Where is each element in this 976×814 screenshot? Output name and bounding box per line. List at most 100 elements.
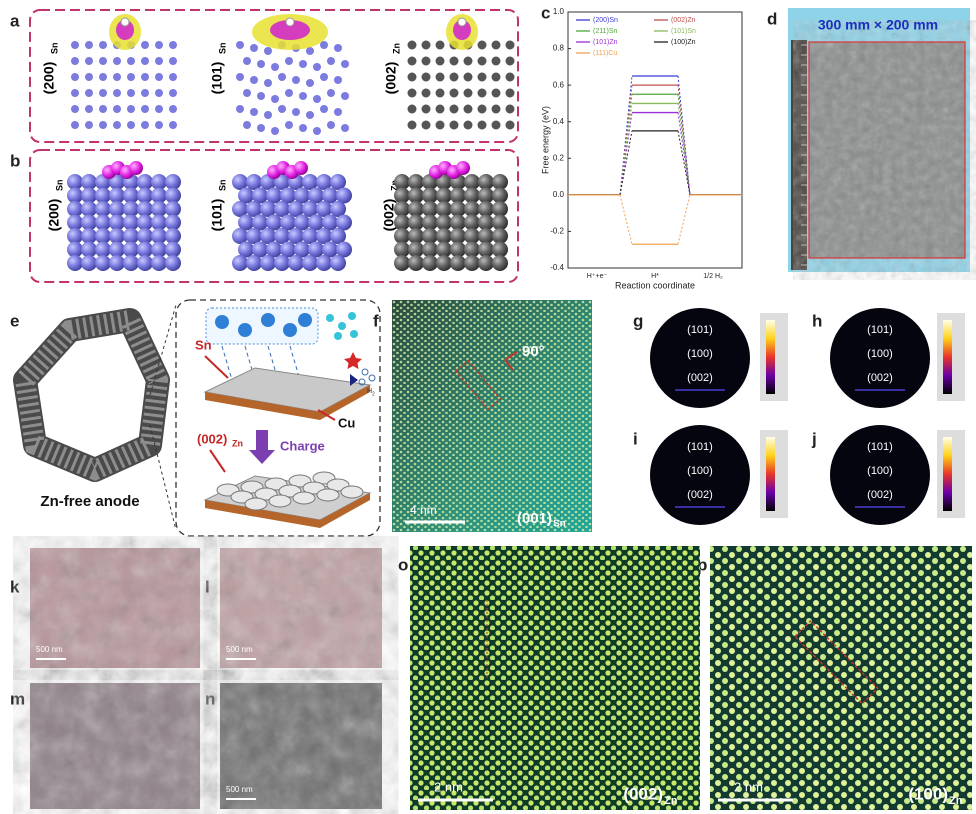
atom	[250, 44, 258, 52]
zn-plate-edge	[205, 493, 370, 528]
unit-cell	[454, 359, 502, 411]
atom	[169, 121, 177, 129]
facet-text: (002)	[381, 199, 397, 232]
y-tick-label: -0.4	[550, 263, 564, 272]
atom	[505, 120, 515, 130]
sheet-texture	[809, 42, 965, 258]
atom	[127, 121, 135, 129]
zn-platelet	[268, 494, 292, 508]
atom	[113, 121, 121, 129]
diffraction-pattern	[830, 425, 930, 525]
sphere-atom	[95, 214, 111, 231]
sphere-atom	[492, 187, 508, 204]
colorbar	[943, 437, 952, 511]
size-label: 300 mm × 200 mm	[818, 17, 938, 33]
sphere-atom	[165, 187, 181, 204]
atom	[292, 76, 300, 84]
connector	[619, 194, 633, 245]
sphere-atom	[81, 174, 97, 190]
sphere-atom	[436, 228, 452, 244]
atom	[113, 57, 121, 65]
atom	[257, 124, 265, 132]
scale-label: 2 nm	[734, 779, 763, 794]
cu-plate-edge	[205, 385, 370, 420]
sphere-atom	[95, 228, 111, 244]
atom	[491, 72, 501, 82]
atom	[85, 89, 93, 97]
atom	[334, 108, 342, 116]
sphere-atom	[330, 174, 346, 190]
atom	[327, 57, 335, 65]
atom	[421, 40, 431, 50]
atom	[463, 56, 473, 66]
sphere-atom	[408, 214, 424, 231]
sphere-atom	[408, 201, 424, 217]
sphere-atom	[422, 241, 438, 258]
sphere-atom	[322, 187, 338, 204]
angle-label: 90°	[522, 343, 545, 360]
sphere-atom	[464, 241, 480, 258]
atom	[85, 105, 93, 113]
sphere-atom	[394, 228, 410, 244]
sphere-atom	[422, 228, 438, 244]
facet-label: (001)	[517, 510, 552, 527]
sphere-atom	[274, 174, 290, 190]
sphere-atom	[280, 241, 296, 258]
sphere-atom	[288, 201, 304, 217]
panel-label: a	[10, 11, 20, 30]
panel-label: m	[10, 689, 25, 708]
sphere-atom	[394, 187, 410, 204]
colorbar	[766, 437, 775, 511]
atom	[313, 95, 321, 103]
sphere-atom	[492, 228, 508, 244]
connector	[677, 194, 691, 245]
legend-label: (111)Cu	[593, 50, 617, 57]
atom	[491, 88, 501, 98]
facet-label: (002)	[623, 784, 663, 803]
sphere-atom	[260, 255, 276, 271]
atom	[243, 57, 251, 65]
atom	[250, 76, 258, 84]
sphere-atom	[464, 174, 480, 190]
scale-label: 500 nm	[36, 645, 63, 654]
atom	[505, 88, 515, 98]
atom	[85, 73, 93, 81]
schematic-frame	[175, 299, 381, 537]
atom	[264, 47, 272, 55]
sphere-atom	[450, 228, 466, 244]
atom	[421, 104, 431, 114]
atom	[313, 127, 321, 135]
sphere-atom	[408, 228, 424, 244]
atom	[407, 40, 417, 50]
sphere-atom	[109, 174, 125, 190]
y-tick-label: 0.2	[553, 153, 565, 162]
sphere-atom	[394, 255, 410, 271]
sphere-atom	[109, 255, 125, 271]
plot-frame	[567, 11, 743, 269]
atom	[71, 73, 79, 81]
sn-label: Sn	[195, 337, 212, 352]
sphere-atom	[81, 201, 97, 217]
sphere-atom	[67, 187, 83, 204]
atom	[449, 88, 459, 98]
sphere-atom	[436, 241, 452, 258]
peak-label: (100)	[867, 348, 893, 360]
sphere-atom	[294, 187, 310, 204]
scale-label: 4 nm	[410, 503, 437, 517]
sphere-atom	[322, 214, 338, 231]
sphere-atom	[302, 174, 318, 190]
sphere-atom	[436, 255, 452, 271]
sphere-atom	[232, 228, 248, 244]
legend-label: (002)Zn	[671, 17, 696, 24]
sphere-atom	[408, 187, 424, 204]
sphere-atom	[450, 187, 466, 204]
sphere-atom	[109, 201, 125, 217]
sphere-atom	[252, 187, 268, 204]
atom	[477, 120, 487, 130]
atom	[155, 73, 163, 81]
atom	[285, 89, 293, 97]
atom	[299, 92, 307, 100]
sphere-atom	[67, 241, 83, 258]
atom	[407, 72, 417, 82]
